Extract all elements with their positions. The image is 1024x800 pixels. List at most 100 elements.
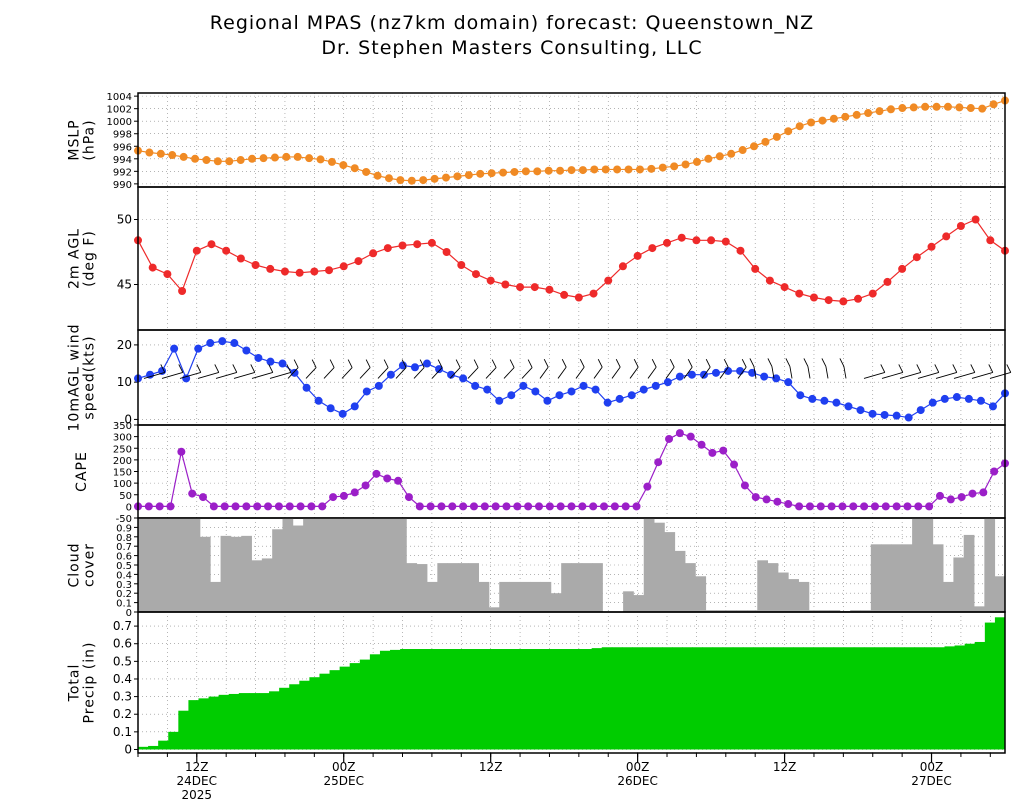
wind-barb xyxy=(341,367,353,379)
wind-barb xyxy=(359,367,371,379)
temp-data-point xyxy=(427,238,436,247)
cape-data-point xyxy=(383,474,392,483)
temp-panel: 45 50 2m AGL (deg F) xyxy=(67,186,1009,331)
cloud-bar xyxy=(138,518,149,612)
mslp-data-point xyxy=(533,167,542,176)
wind-data-point xyxy=(988,402,997,411)
wind-barb xyxy=(615,358,621,368)
precip-bar xyxy=(843,647,855,750)
precip-bar xyxy=(309,677,320,750)
wind-barb xyxy=(419,359,425,368)
temp-data-point xyxy=(912,253,921,262)
precip-ytick-label: 0.1 xyxy=(113,725,132,739)
wind-data-point xyxy=(712,368,720,377)
mslp-data-point xyxy=(875,107,884,116)
cape-data-point xyxy=(816,502,825,511)
mslp-data-point xyxy=(670,162,679,171)
mslp-data-point xyxy=(248,154,257,163)
cloud-panel: 00.10.20.30.40.50.60.70.80.9 Cloud cover xyxy=(67,517,1006,619)
mslp-data-point xyxy=(886,105,895,114)
wind-barb xyxy=(365,359,371,368)
cape-data-point xyxy=(209,502,218,511)
temp-data-point xyxy=(986,236,995,245)
wind-barb xyxy=(251,371,273,379)
wind-barb xyxy=(971,371,993,379)
precip-bar xyxy=(390,649,401,750)
cloud-bar xyxy=(716,610,727,612)
mslp-data-point xyxy=(442,173,451,182)
x-tick-label: 26DEC xyxy=(617,774,657,788)
precip-bar xyxy=(672,647,683,750)
precip-bar xyxy=(631,647,643,750)
cape-data-point xyxy=(979,488,988,497)
mslp-ytick-label: 994 xyxy=(113,155,132,166)
wind-barb xyxy=(437,359,443,368)
wind-data-point xyxy=(266,357,275,366)
mslp-data-point xyxy=(898,104,907,113)
precip-bar xyxy=(480,649,492,750)
precip-bar xyxy=(944,646,956,750)
mslp-data-point xyxy=(464,171,473,180)
temp-data-point xyxy=(956,222,965,230)
wind-barb xyxy=(485,367,497,379)
mslp-data-point xyxy=(282,152,291,161)
mslp-data-point xyxy=(225,157,234,166)
wind-data-point xyxy=(892,411,901,420)
wind-data-point xyxy=(326,404,335,413)
wind-barb xyxy=(160,364,166,373)
precip-bar xyxy=(379,650,391,750)
mslp-ylabel: (hPa) xyxy=(82,119,98,160)
mslp-data-point xyxy=(202,156,211,165)
x-tick-label: 00Z xyxy=(332,760,356,774)
temp-data-point xyxy=(310,267,319,276)
cape-data-point xyxy=(589,502,598,511)
wind-barb xyxy=(898,364,904,373)
cloud-bar xyxy=(375,518,387,612)
precip-bar xyxy=(148,745,159,750)
wind-barb xyxy=(839,358,845,367)
mslp-data-point xyxy=(590,165,599,174)
cloud-bar xyxy=(819,610,830,612)
wind-barb xyxy=(503,367,515,379)
cape-data-point xyxy=(307,502,316,511)
mslp-data-point xyxy=(704,154,713,163)
cloud-bar xyxy=(261,558,273,612)
precip-bar xyxy=(803,647,814,750)
cloud-bar xyxy=(158,518,170,612)
wind-data-point xyxy=(398,361,407,370)
precip-bar xyxy=(783,647,794,750)
temp-data-point xyxy=(560,290,569,299)
precip-bar xyxy=(410,649,421,750)
wind-barb xyxy=(647,366,657,379)
wind-data-point xyxy=(423,359,431,368)
precip-bar xyxy=(934,647,946,750)
cape-data-point xyxy=(578,502,587,511)
precip-bar xyxy=(248,693,260,750)
x-tick-label: 12Z xyxy=(479,760,503,774)
wind-barb xyxy=(989,371,1011,379)
wind-data-point xyxy=(663,378,672,387)
wind-barb xyxy=(665,366,675,379)
temp-data-point xyxy=(883,277,892,286)
wind-data-point xyxy=(916,406,925,415)
precip-bar xyxy=(450,649,462,750)
wind-data-point xyxy=(242,346,251,355)
precip-panel: 0 0.1 0.2 0.3 0.4 0.5 0.6 0.7 Total Precip (in) xyxy=(67,611,1006,756)
wind-barb xyxy=(467,367,479,379)
temp-data-point xyxy=(868,289,877,298)
mslp-data-point xyxy=(818,116,827,125)
wind-barb xyxy=(473,359,479,368)
temp-data-point xyxy=(207,240,216,249)
mslp-data-point xyxy=(259,154,268,163)
mslp-data-point xyxy=(978,104,987,113)
mslp-data-point xyxy=(658,163,667,172)
wind-barb xyxy=(687,358,693,368)
wind-barb xyxy=(431,367,443,379)
temp-data-point xyxy=(809,293,818,302)
wind-data-point xyxy=(952,393,961,402)
cloud-bar xyxy=(303,518,314,612)
mslp-data-point xyxy=(795,122,804,131)
cloud-bar xyxy=(808,610,820,612)
wind-barb xyxy=(449,367,461,379)
temp-data-point xyxy=(442,248,451,256)
